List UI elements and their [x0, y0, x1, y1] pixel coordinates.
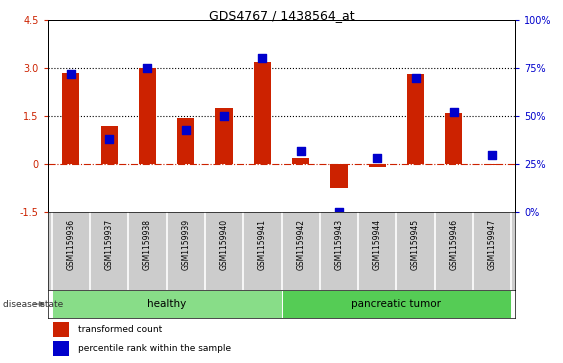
Bar	[369, 164, 386, 167]
Bar	[52, 322, 69, 337]
Point	[296, 148, 305, 154]
Text: transformed count: transformed count	[78, 325, 163, 334]
Text: pancreatic tumor: pancreatic tumor	[351, 299, 441, 309]
Point	[181, 127, 190, 132]
Point	[220, 113, 229, 119]
Bar	[254, 62, 271, 164]
Point	[411, 75, 420, 81]
Text: GSM1159942: GSM1159942	[296, 219, 305, 270]
Bar	[407, 74, 424, 164]
Text: GSM1159938: GSM1159938	[143, 219, 152, 270]
Text: GSM1159946: GSM1159946	[449, 219, 458, 270]
Text: GSM1159945: GSM1159945	[411, 219, 420, 270]
Point	[334, 209, 343, 215]
Text: healthy: healthy	[147, 299, 186, 309]
Text: GSM1159937: GSM1159937	[105, 219, 114, 270]
Bar	[52, 290, 282, 318]
Text: GSM1159944: GSM1159944	[373, 219, 382, 270]
Bar	[139, 68, 156, 164]
Bar	[282, 290, 511, 318]
Text: GSM1159941: GSM1159941	[258, 219, 267, 270]
Text: GSM1159943: GSM1159943	[334, 219, 343, 270]
Bar	[62, 73, 79, 164]
Point	[66, 71, 75, 77]
Point	[488, 152, 497, 158]
Bar	[52, 342, 69, 356]
Text: GSM1159940: GSM1159940	[220, 219, 229, 270]
Text: GSM1159939: GSM1159939	[181, 219, 190, 270]
Bar	[484, 164, 501, 165]
Bar	[177, 118, 194, 164]
Text: disease state: disease state	[3, 299, 63, 309]
Bar	[101, 126, 118, 164]
Text: percentile rank within the sample: percentile rank within the sample	[78, 344, 231, 353]
Point	[258, 56, 267, 61]
Bar	[292, 158, 309, 164]
Text: GDS4767 / 1438564_at: GDS4767 / 1438564_at	[209, 9, 354, 22]
Bar	[216, 108, 233, 164]
Point	[105, 136, 114, 142]
Bar	[445, 113, 462, 164]
Bar	[330, 164, 347, 188]
Text: GSM1159936: GSM1159936	[66, 219, 75, 270]
Text: GSM1159947: GSM1159947	[488, 219, 497, 270]
Point	[143, 65, 152, 71]
Point	[373, 156, 382, 162]
Point	[449, 109, 458, 115]
